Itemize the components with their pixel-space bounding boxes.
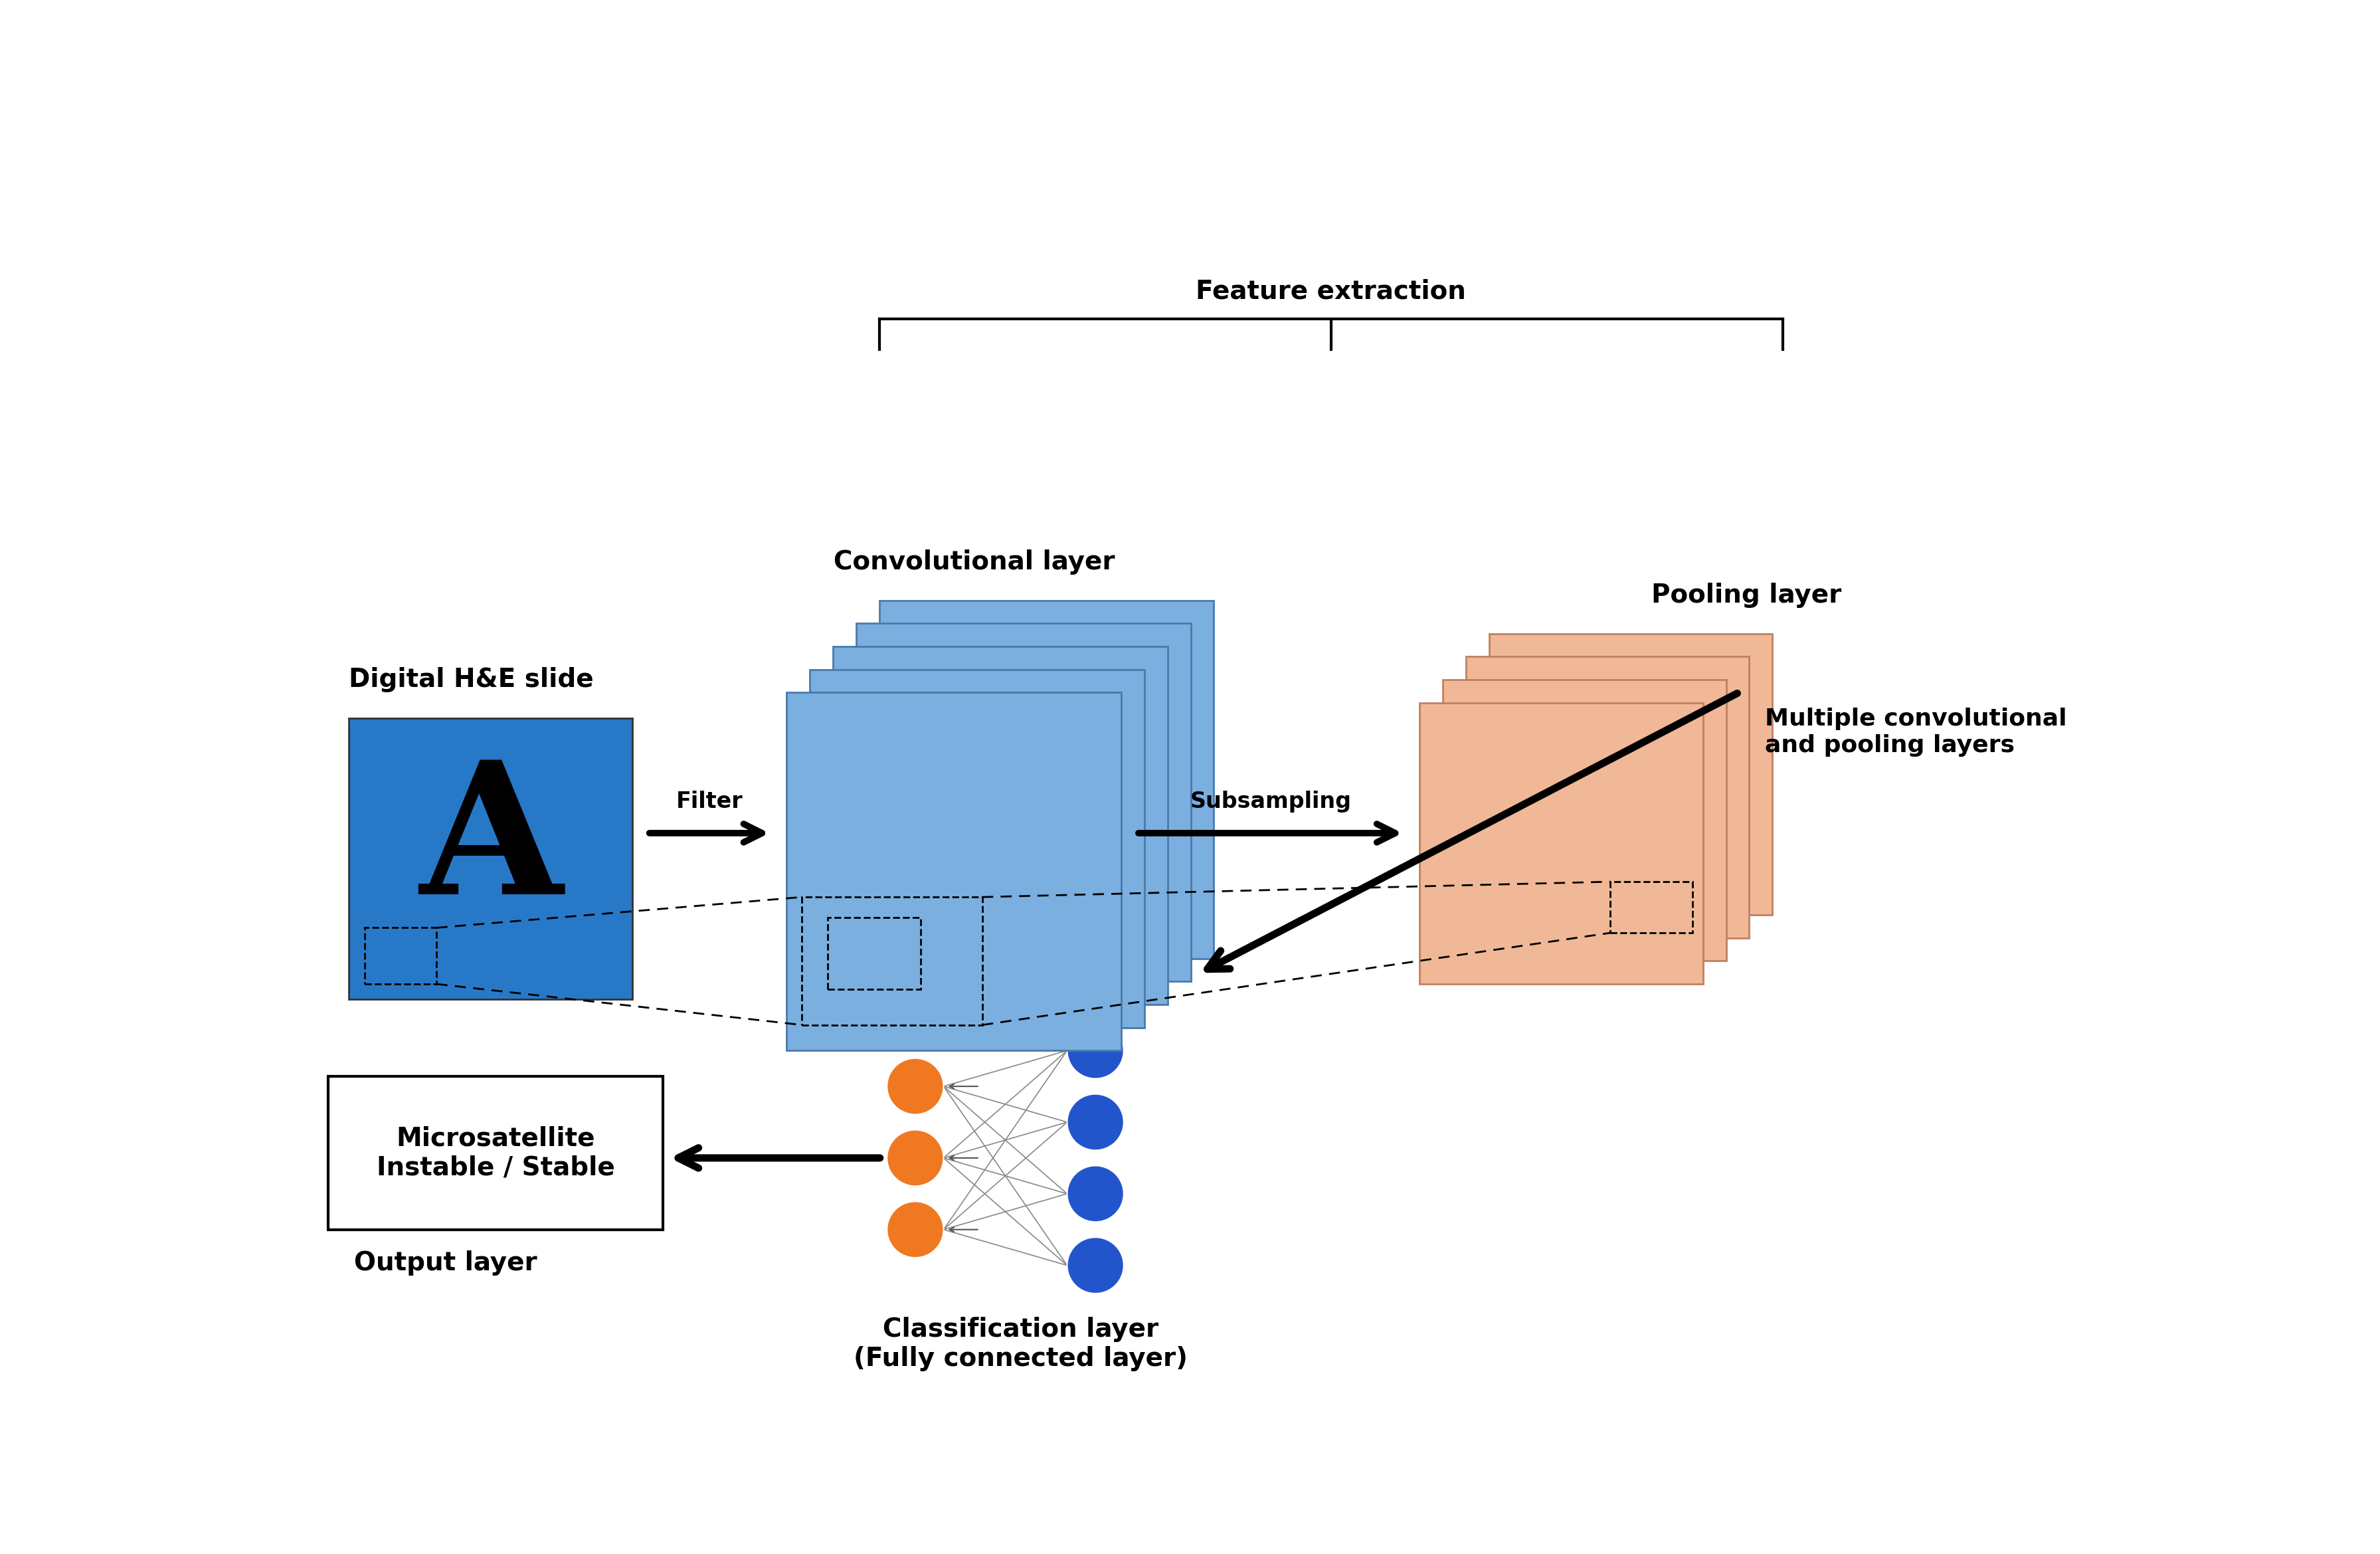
Bar [878,600,1214,959]
Text: Feature extraction: Feature extraction [1195,278,1466,303]
Circle shape [888,1201,942,1257]
Bar [1611,881,1692,932]
Bar [802,897,983,1026]
Bar [1466,657,1749,939]
Bar [364,928,436,984]
Text: Output layer: Output layer [355,1249,538,1276]
Text: Multiple convolutional
and pooling layers: Multiple convolutional and pooling layer… [1764,707,2066,757]
Bar [809,670,1145,1027]
Circle shape [1066,1166,1123,1221]
Text: Pooling layer: Pooling layer [1652,583,1842,608]
Text: Filter: Filter [676,791,743,813]
Text: Convolutional layer: Convolutional layer [833,550,1116,575]
Bar [1442,679,1725,960]
Bar [833,646,1169,1004]
Circle shape [1066,1237,1123,1293]
Text: A: A [419,754,562,932]
Bar [328,1075,664,1229]
Circle shape [888,1058,942,1114]
Circle shape [888,1130,942,1186]
Bar [857,623,1190,982]
Text: Microsatellite
Instable / Stable: Microsatellite Instable / Stable [376,1125,614,1179]
Bar [1490,634,1773,915]
Bar [828,917,921,990]
Bar [1421,702,1702,984]
Text: Classification layer
(Fully connected layer): Classification layer (Fully connected la… [854,1316,1188,1371]
Circle shape [1066,1094,1123,1150]
Text: Subsampling: Subsampling [1190,791,1352,813]
Bar [785,693,1121,1051]
Circle shape [1066,1023,1123,1078]
Text: Digital H&E slide: Digital H&E slide [350,667,595,693]
Bar [350,718,633,999]
